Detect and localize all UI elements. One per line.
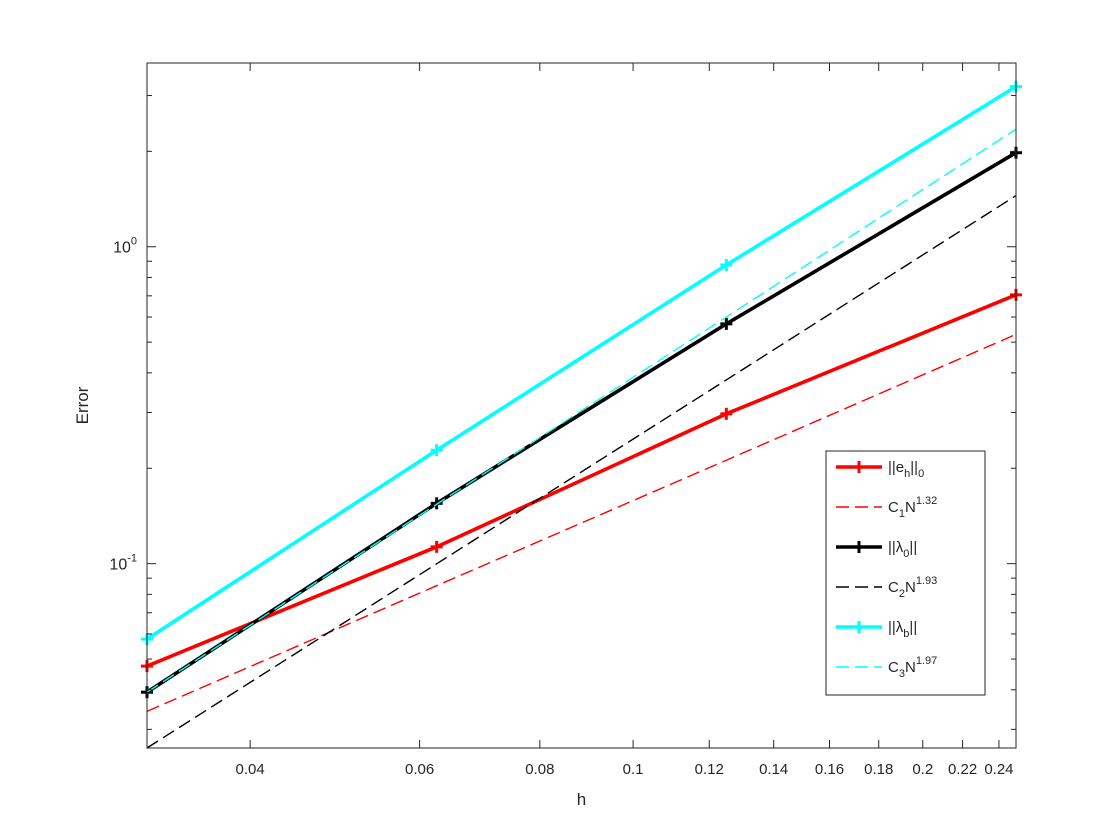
x-tick-label: 0.2 <box>912 761 933 778</box>
y-tick-label: 100 <box>113 236 137 257</box>
legend-label: ||λ0|| <box>888 539 917 560</box>
series-1-marker <box>430 540 443 553</box>
legend-label: ||eh||0 <box>888 459 924 480</box>
series-line-1 <box>146 293 1017 668</box>
legend-label: C1N1.32 <box>888 495 937 520</box>
legend-entry-5: ||λb|| <box>836 619 917 640</box>
series-5-marker <box>430 444 443 457</box>
series-1-marker <box>720 407 733 420</box>
legend-entry-1: ||eh||0 <box>836 459 924 480</box>
x-tick-label: 0.04 <box>236 761 265 778</box>
x-tick-label: 0.18 <box>864 761 893 778</box>
legend-entry-2: C1N1.32 <box>836 495 937 520</box>
series-line-5 <box>146 85 1017 641</box>
y-tick-label: 10-1 <box>109 553 137 574</box>
x-tick-label: 0.24 <box>984 761 1013 778</box>
x-tick-label: 0.1 <box>623 761 644 778</box>
series-3-marker <box>720 317 733 330</box>
legend-label: ||λb|| <box>888 619 917 640</box>
series-line-4 <box>146 195 1017 749</box>
x-tick-label: 0.06 <box>405 761 434 778</box>
axes-box <box>146 62 1017 749</box>
legend-entry-6: C3N1.97 <box>836 655 937 680</box>
series-layer <box>141 80 1022 749</box>
legend-box <box>825 450 986 696</box>
y-axis-label: Error <box>73 386 92 424</box>
x-tick-label: 0.22 <box>948 761 977 778</box>
x-tick-label: 0.08 <box>525 761 554 778</box>
series-line-2 <box>146 333 1017 712</box>
legend: ||eh||0 C1N1.32 ||λ0|| C2N1.93 ||λb|| C3N1.97 <box>825 450 986 696</box>
series-5-marker <box>720 258 733 271</box>
x-tick-label: 0.14 <box>759 761 788 778</box>
x-tick-label: 0.16 <box>815 761 844 778</box>
legend-entry-4: C2N1.93 <box>836 575 937 600</box>
x-axis-label: h <box>577 790 586 809</box>
legend-label: C2N1.93 <box>888 575 937 600</box>
axes-layer: 0.04 0.06 0.08 0.1 0.12 0.14 0.16 0.18 0.2 0.22 0.… <box>109 62 1017 778</box>
series-3-marker <box>430 497 443 510</box>
legend-label: C3N1.97 <box>888 655 937 680</box>
series-line-6 <box>146 128 1017 693</box>
legend-entry-3: ||λ0|| <box>836 539 917 560</box>
x-tick-label: 0.12 <box>695 761 724 778</box>
